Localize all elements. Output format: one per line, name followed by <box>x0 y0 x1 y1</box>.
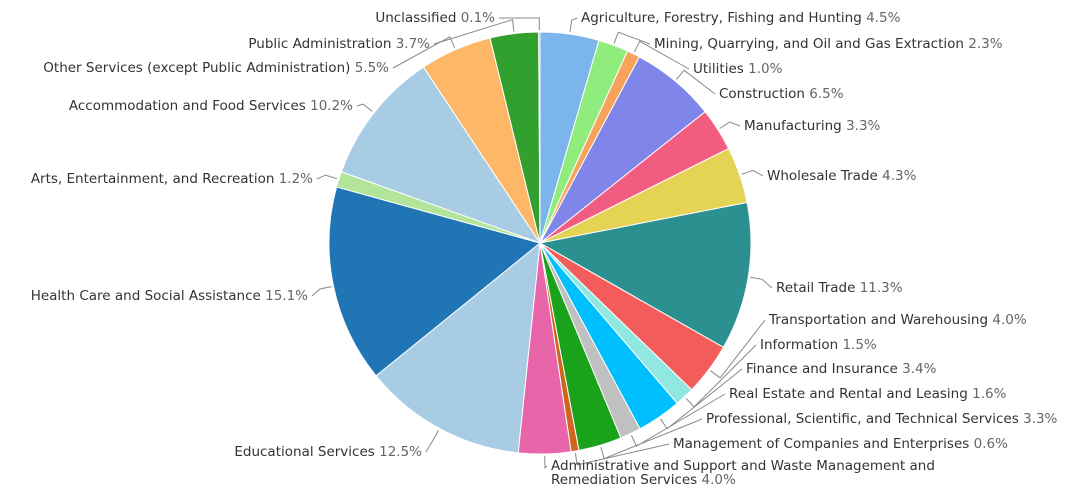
pie-slice-accommodation-and-food-services <box>340 66 542 244</box>
leader-line-agriculture-forestry-fishing-and-hunting <box>569 17 578 33</box>
slice-label-educational-services: Educational Services 12.5% <box>234 444 422 460</box>
leader-line-arts-entertainment-and-recreation <box>316 174 338 180</box>
slice-label-construction: Construction 6.5% <box>719 86 844 102</box>
slice-label-arts-entertainment-and-recreation: Arts, Entertainment, and Recreation 1.2% <box>31 171 313 187</box>
leader-line-retail-trade <box>750 276 773 289</box>
slice-label-public-administration: Public Administration 3.7% <box>248 36 430 52</box>
leader-line-public-administration <box>433 19 515 45</box>
leader-line-utilities <box>633 40 690 70</box>
slice-label-other-services-except-public-administration: Other Services (except Public Administra… <box>43 60 389 76</box>
slice-label-transportation-and-warehousing: Transportation and Warehousing 4.0% <box>768 312 1027 328</box>
slice-labels: Agriculture, Forestry, Fishing and Hunti… <box>31 10 1058 488</box>
slice-label-health-care-and-social-assistance: Health Care and Social Assistance 15.1% <box>31 288 308 304</box>
pie-slice-unclassified <box>538 31 541 244</box>
slice-label-management-of-companies-and-enterprises: Management of Companies and Enterprises … <box>673 436 1008 452</box>
slice-label-finance-and-insurance: Finance and Insurance 3.4% <box>746 361 937 377</box>
leader-line-educational-services <box>425 429 439 453</box>
leader-line-accommodation-and-food-services <box>356 103 373 112</box>
leader-line-management-of-companies-and-enterprises <box>574 443 670 466</box>
slice-label-agriculture-forestry-fishing-and-hunting: Agriculture, Forestry, Fishing and Hunti… <box>581 10 901 26</box>
slice-label-manufacturing: Manufacturing 3.3% <box>744 118 881 134</box>
slice-label-wholesale-trade: Wholesale Trade 4.3% <box>767 168 917 184</box>
slice-label-utilities: Utilities 1.0% <box>693 61 783 77</box>
leader-line-wholesale-trade <box>741 169 764 177</box>
pie-slice-educational-services <box>375 241 541 454</box>
leader-line-transportation-and-warehousing <box>710 319 766 379</box>
leader-line-real-estate-and-rental-and-leasing <box>630 393 726 447</box>
leader-line-mining-quarrying-and-oil-and-gas-extraction <box>613 31 651 45</box>
leader-line-construction <box>676 69 716 95</box>
slice-label-retail-trade: Retail Trade 11.3% <box>776 280 903 296</box>
leader-lines <box>311 17 773 470</box>
leader-line-unclassified <box>499 17 540 30</box>
slice-label-accommodation-and-food-services: Accommodation and Food Services 10.2% <box>69 98 353 114</box>
leader-line-health-care-and-social-assistance <box>311 286 332 297</box>
slice-label-unclassified: Unclassified 0.1% <box>375 10 495 26</box>
leader-line-other-services-except-public-administration <box>392 36 456 69</box>
slice-label-mining-quarrying-and-oil-and-gas-extraction: Mining, Quarrying, and Oil and Gas Extra… <box>654 36 1003 52</box>
leader-line-administrative-and-support-and-waste-management-and-remediation-services <box>544 455 548 470</box>
pie-slices <box>328 31 752 455</box>
slice-label-real-estate-and-rental-and-leasing: Real Estate and Rental and Leasing 1.6% <box>729 386 1007 402</box>
pie-slice-retail-trade <box>538 201 752 349</box>
slice-label-professional-scientific-and-technical-services: Professional, Scientific, and Technical … <box>706 411 1058 427</box>
leader-line-manufacturing <box>719 121 741 129</box>
slice-label-information: Information 1.5% <box>760 337 877 353</box>
slice-label-administrative-and-support-and-waste-management-and-remediation-services: Administrative and Support and Waste Man… <box>551 458 935 488</box>
pie-slice-health-care-and-social-assistance <box>328 186 542 377</box>
